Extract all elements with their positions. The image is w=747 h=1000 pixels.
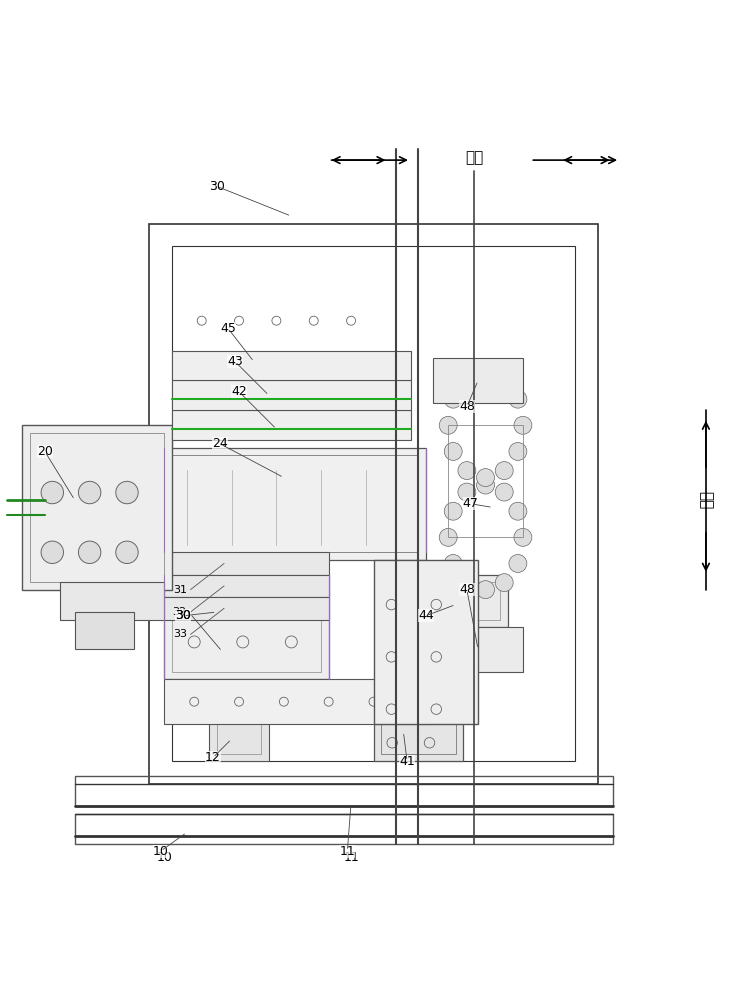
Circle shape <box>439 416 457 434</box>
Circle shape <box>477 476 495 494</box>
Bar <box>433 575 508 627</box>
Text: 48: 48 <box>459 583 475 596</box>
Text: 44: 44 <box>418 609 434 622</box>
Circle shape <box>444 390 462 408</box>
Bar <box>30 433 164 582</box>
Text: 31: 31 <box>173 585 187 595</box>
Text: 11: 11 <box>339 845 356 858</box>
Text: 42: 42 <box>231 385 247 398</box>
Circle shape <box>509 555 527 572</box>
Bar <box>433 358 523 403</box>
Bar <box>164 679 433 724</box>
Bar <box>172 410 411 440</box>
Bar <box>172 380 411 410</box>
Bar <box>172 351 411 380</box>
Circle shape <box>509 390 527 408</box>
Circle shape <box>509 442 527 460</box>
Circle shape <box>41 481 63 504</box>
Text: 41: 41 <box>399 755 415 768</box>
Text: 45: 45 <box>220 322 236 335</box>
Text: 竖向: 竖向 <box>465 150 483 165</box>
Bar <box>164 448 426 560</box>
Circle shape <box>495 574 513 592</box>
Bar <box>209 717 269 761</box>
Circle shape <box>458 483 476 501</box>
Circle shape <box>458 462 476 480</box>
Circle shape <box>458 371 476 389</box>
Circle shape <box>495 462 513 480</box>
Circle shape <box>477 581 495 599</box>
Bar <box>75 776 613 806</box>
Circle shape <box>514 416 532 434</box>
Text: 43: 43 <box>227 355 244 368</box>
Bar <box>75 612 134 649</box>
Circle shape <box>477 469 495 487</box>
Circle shape <box>116 541 138 563</box>
Circle shape <box>444 555 462 572</box>
Circle shape <box>477 364 495 382</box>
Bar <box>164 575 329 597</box>
Circle shape <box>495 483 513 501</box>
Text: 48: 48 <box>459 400 475 413</box>
Bar <box>164 597 329 620</box>
Circle shape <box>458 574 476 592</box>
Bar <box>374 687 463 761</box>
Text: 24: 24 <box>212 437 229 450</box>
Circle shape <box>514 528 532 546</box>
Text: 11: 11 <box>343 851 359 864</box>
Text: 10: 10 <box>152 845 169 858</box>
Text: 33: 33 <box>173 629 187 639</box>
Bar <box>381 694 456 754</box>
Bar <box>433 627 523 672</box>
Circle shape <box>444 442 462 460</box>
Text: 横向: 横向 <box>698 491 713 509</box>
Circle shape <box>41 541 63 563</box>
Circle shape <box>439 528 457 546</box>
Text: 30: 30 <box>175 609 191 622</box>
Text: 30: 30 <box>175 609 191 622</box>
Bar <box>441 582 500 620</box>
Text: 32: 32 <box>173 607 187 617</box>
Bar <box>149 224 598 784</box>
Text: 30: 30 <box>208 180 225 193</box>
Bar <box>172 455 418 552</box>
Text: 12: 12 <box>205 751 221 764</box>
Circle shape <box>78 541 101 563</box>
Bar <box>75 814 613 844</box>
Text: 20: 20 <box>37 445 53 458</box>
Bar <box>22 425 172 590</box>
Bar <box>164 575 329 679</box>
Circle shape <box>444 502 462 520</box>
Circle shape <box>116 481 138 504</box>
Bar <box>60 582 164 620</box>
Bar <box>217 724 261 754</box>
Circle shape <box>495 371 513 389</box>
Bar <box>164 552 329 575</box>
Bar <box>172 246 575 761</box>
Bar <box>172 582 321 672</box>
Circle shape <box>78 481 101 504</box>
Circle shape <box>509 502 527 520</box>
Bar <box>374 560 478 724</box>
Bar <box>448 425 523 537</box>
Text: 10: 10 <box>156 851 173 864</box>
Text: 47: 47 <box>462 497 479 510</box>
